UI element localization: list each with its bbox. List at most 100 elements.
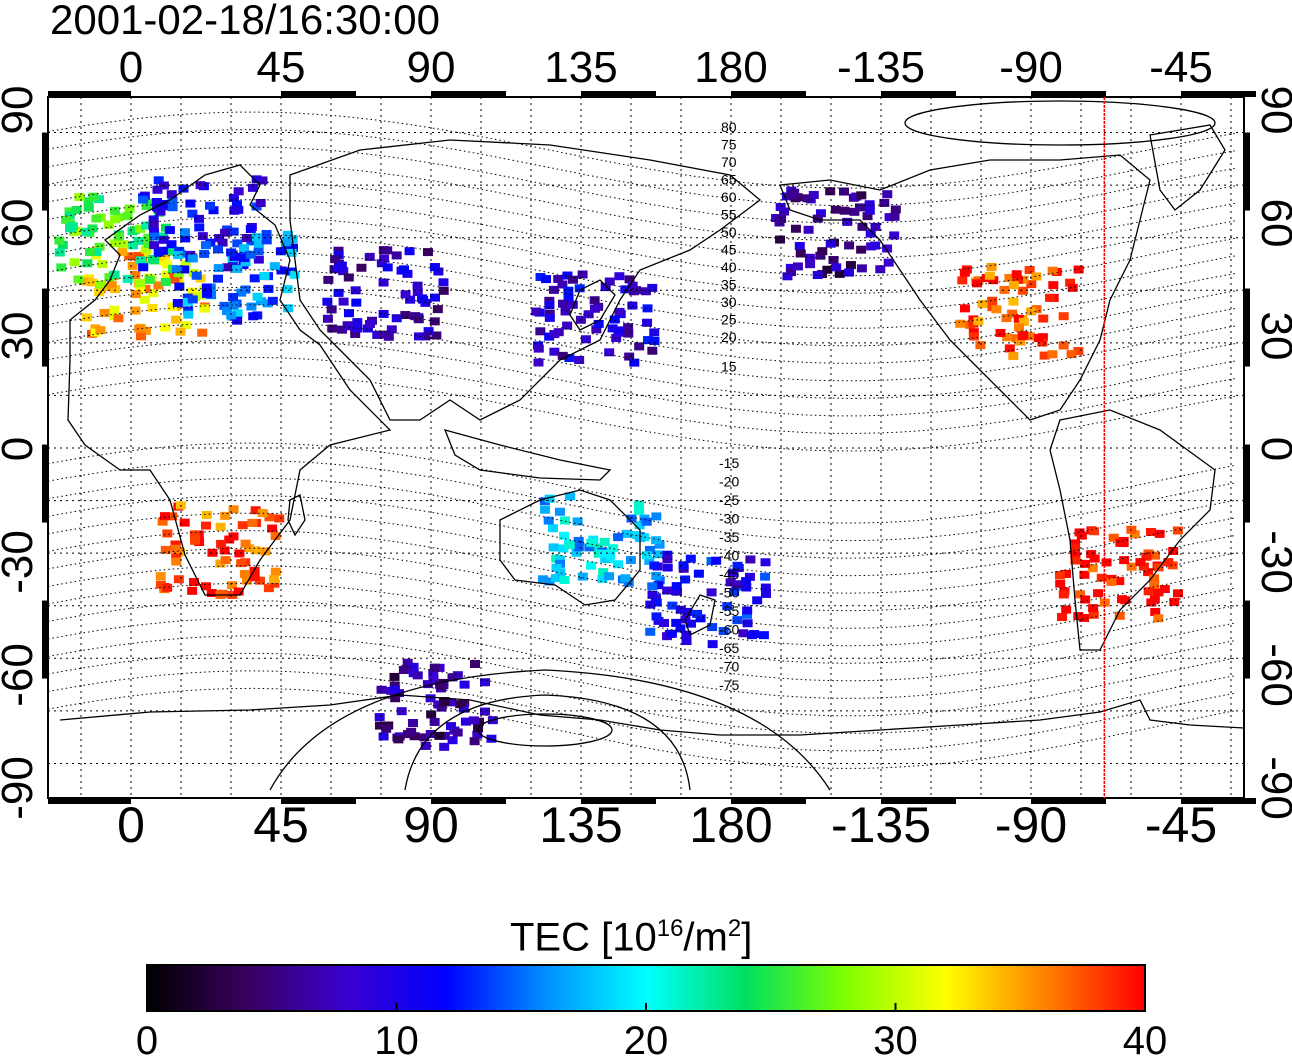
tec-cell: [605, 551, 616, 560]
tec-cell: [81, 277, 92, 286]
tec-cell: [224, 535, 235, 544]
tec-cell: [1058, 312, 1069, 321]
tec-cell: [649, 328, 660, 337]
tec-cell: [555, 568, 566, 577]
tec-cell: [240, 539, 251, 548]
tec-cell: [282, 230, 293, 239]
tec-cell: [1076, 531, 1087, 540]
frame-band-h: [881, 91, 956, 97]
frame-band-h: [1181, 91, 1256, 97]
tec-cell: [987, 296, 998, 305]
tec-cell: [261, 229, 272, 238]
tec-cell: [1087, 564, 1098, 573]
tec-cell: [727, 569, 738, 578]
tec-cell: [282, 285, 293, 294]
tec-cell: [550, 574, 561, 583]
tec-cell: [435, 680, 446, 689]
tec-cell: [560, 307, 571, 316]
tec-cell: [376, 259, 387, 268]
tec-cell: [269, 262, 280, 271]
tec-cell: [653, 581, 664, 590]
tec-cell: [583, 310, 594, 319]
lat-tick-label-left: 30: [0, 312, 42, 361]
contour-label: -65: [719, 640, 739, 656]
tec-region-south-america: [1054, 525, 1183, 623]
tec-cell: [234, 549, 245, 558]
tec-cell: [544, 494, 555, 503]
tec-cell: [741, 583, 752, 592]
tec-region-eastern-europe: [171, 228, 300, 325]
tec-cell: [1054, 571, 1065, 580]
tec-cell: [452, 671, 463, 680]
tec-cell: [711, 556, 722, 565]
tec-cell: [199, 304, 210, 313]
lon-tick-label-top: -90: [999, 43, 1063, 92]
tec-cell: [170, 544, 181, 553]
tec-cell: [535, 327, 546, 336]
frame-band-h: [731, 91, 806, 97]
tec-cell: [1018, 317, 1029, 326]
tec-cell: [577, 270, 588, 279]
tec-cell: [1037, 338, 1048, 347]
tec-cell: [433, 267, 444, 276]
tec-cell: [270, 531, 281, 540]
tec-cell: [232, 316, 243, 325]
tec-cell: [1070, 556, 1081, 565]
axis-frame-bands: [42, 91, 1256, 804]
tec-cell: [402, 658, 413, 667]
tec-cell: [412, 281, 423, 290]
tec-cell: [155, 572, 166, 581]
tec-cell: [219, 301, 230, 310]
tec-cell: [1031, 305, 1042, 314]
tec-cell: [609, 315, 620, 324]
magnetic-contour: [48, 600, 1237, 682]
tec-cell: [130, 270, 141, 279]
tec-cell: [447, 673, 458, 682]
lat-tick-label-left: -60: [0, 643, 42, 707]
tec-cell: [148, 215, 159, 224]
tec-cell: [104, 273, 115, 282]
tec-cell: [624, 275, 635, 284]
tec-cell: [236, 559, 247, 568]
tec-cell: [274, 514, 285, 523]
colorbar-title-end: ]: [741, 915, 753, 960]
tec-cell: [228, 227, 239, 236]
lat-tick-label-left: 60: [0, 199, 42, 248]
tec-cell: [232, 264, 243, 273]
tec-cell: [409, 732, 420, 741]
tec-cell: [436, 703, 447, 712]
tec-cell: [831, 263, 842, 272]
tec-cell: [557, 280, 568, 289]
tec-cell: [760, 583, 771, 592]
tec-cell: [343, 273, 354, 282]
tec-cell: [600, 283, 611, 292]
tec-cell: [323, 275, 334, 284]
tec-cell: [206, 589, 217, 598]
tec-cell: [167, 196, 178, 205]
tec-cell: [130, 290, 141, 299]
tec-cell: [480, 678, 491, 687]
tec-cell: [199, 249, 210, 258]
tec-cell: [248, 312, 259, 321]
lon-tick-label-bottom: -135: [831, 797, 931, 853]
tec-cell: [438, 278, 449, 287]
tec-cell: [808, 190, 819, 199]
tec-cell: [554, 507, 565, 516]
tec-cell: [968, 332, 979, 341]
tec-cell: [633, 500, 644, 509]
tec-cell: [337, 325, 348, 334]
tec-cell: [882, 244, 893, 253]
tec-cell: [681, 630, 692, 639]
tec-cell: [1013, 314, 1024, 323]
tec-cell: [559, 575, 570, 584]
tec-cell: [607, 324, 618, 333]
tec-cell: [535, 273, 546, 282]
tec-cell: [283, 304, 294, 313]
tec-cell: [889, 212, 900, 221]
colorbar-title: TEC [1016/m2]: [510, 906, 752, 960]
coast-japan: [569, 279, 616, 331]
tec-cell: [856, 191, 867, 200]
tec-cell: [438, 286, 449, 295]
lon-tick-label-bottom: 90: [403, 797, 459, 853]
tec-cell: [153, 248, 164, 257]
